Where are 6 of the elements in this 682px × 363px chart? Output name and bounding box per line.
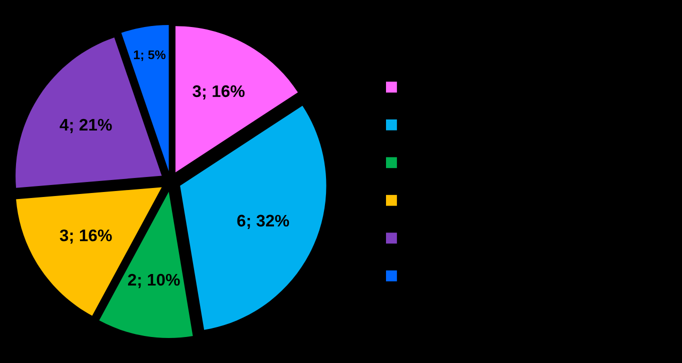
data-label: 4; 21% — [60, 118, 112, 134]
data-label: 3; 16% — [60, 229, 112, 244]
data-label: 1; 5% — [134, 50, 166, 61]
data-label: 2; 10% — [128, 274, 180, 288]
data-label: 6; 32% — [237, 214, 290, 229]
data-label: 3; 16% — [192, 85, 245, 100]
